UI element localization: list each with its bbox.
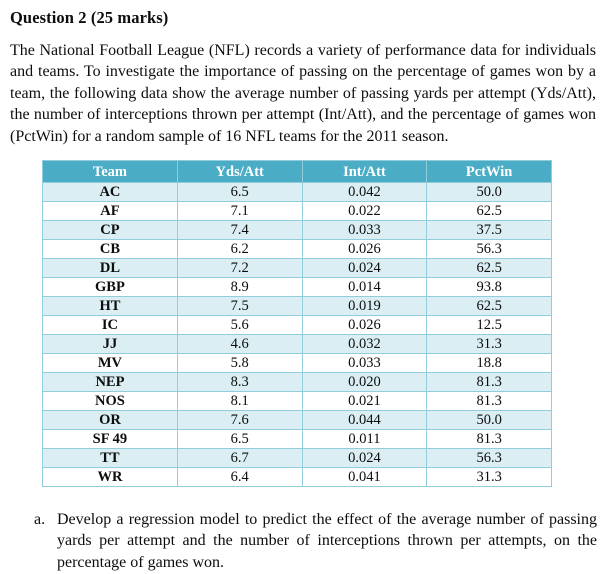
value-cell: 81.3 [426, 391, 552, 412]
value-cell: 93.8 [426, 277, 552, 298]
team-cell: CB [42, 239, 178, 260]
value-cell: 7.2 [176, 258, 303, 279]
value-cell: 0.011 [301, 429, 428, 450]
table-body: AC 6.5 0.042 50.0 AF 7.1 0.022 62.5 CP 7.4 0.033 37… [42, 182, 552, 488]
value-cell: 31.3 [426, 467, 552, 488]
value-cell: 0.033 [301, 220, 428, 241]
value-cell: 6.2 [176, 239, 303, 260]
table-row: JJ 4.6 0.032 31.3 [42, 334, 552, 355]
nfl-data-table: Team Yds/Att Int/Att PctWin AC 6.5 0.042 50.0 A… [42, 160, 552, 488]
value-cell: 6.4 [176, 467, 303, 488]
value-cell: 7.1 [176, 201, 303, 222]
value-cell: 56.3 [426, 448, 552, 469]
value-cell: 18.8 [426, 353, 552, 374]
intro-paragraph: The National Football League (NFL) recor… [10, 42, 596, 145]
team-cell: NOS [42, 391, 178, 412]
column-header: Team [42, 160, 178, 184]
table-row: CP 7.4 0.033 37.5 [42, 220, 552, 241]
team-cell: DL [42, 258, 178, 279]
value-cell: 37.5 [426, 220, 552, 241]
table-row: GBP 8.9 0.014 93.8 [42, 277, 552, 298]
table-row: TT 6.7 0.024 56.3 [42, 448, 552, 469]
table-row: IC 5.6 0.026 12.5 [42, 315, 552, 336]
table-header-row: Team Yds/Att Int/Att PctWin [42, 160, 552, 184]
table-row: HT 7.5 0.019 62.5 [42, 296, 552, 317]
value-cell: 7.5 [176, 296, 303, 317]
part-a: a. Develop a regression model to predict… [34, 509, 597, 573]
team-cell: NEP [42, 372, 178, 393]
table-header: Team Yds/Att Int/Att PctWin [42, 160, 552, 184]
team-cell: JJ [42, 334, 178, 355]
column-header: Int/Att [301, 160, 428, 184]
value-cell: 8.9 [176, 277, 303, 298]
value-cell: 50.0 [426, 410, 552, 431]
value-cell: 4.6 [176, 334, 303, 355]
team-cell: SF 49 [42, 429, 178, 450]
value-cell: 81.3 [426, 372, 552, 393]
table-row: NOS 8.1 0.021 81.3 [42, 391, 552, 412]
table-row: AC 6.5 0.042 50.0 [42, 182, 552, 203]
value-cell: 7.6 [176, 410, 303, 431]
value-cell: 0.042 [301, 182, 428, 203]
team-cell: TT [42, 448, 178, 469]
value-cell: 6.5 [176, 429, 303, 450]
part-a-text: Develop a regression model to predict th… [57, 511, 597, 571]
team-cell: WR [42, 467, 178, 488]
table-row: DL 7.2 0.024 62.5 [42, 258, 552, 279]
team-cell: CP [42, 220, 178, 241]
value-cell: 62.5 [426, 296, 552, 317]
value-cell: 8.3 [176, 372, 303, 393]
table-row: MV 5.8 0.033 18.8 [42, 353, 552, 374]
value-cell: 0.026 [301, 239, 428, 260]
team-cell: AF [42, 201, 178, 222]
column-header: Yds/Att [176, 160, 303, 184]
team-cell: OR [42, 410, 178, 431]
value-cell: 62.5 [426, 201, 552, 222]
value-cell: 12.5 [426, 315, 552, 336]
value-cell: 0.044 [301, 410, 428, 431]
team-cell: AC [42, 182, 178, 203]
value-cell: 8.1 [176, 391, 303, 412]
value-cell: 5.6 [176, 315, 303, 336]
question-heading: Question 2 (25 marks) [10, 8, 169, 27]
team-cell: MV [42, 353, 178, 374]
table-row: WR 6.4 0.041 31.3 [42, 467, 552, 488]
value-cell: 50.0 [426, 182, 552, 203]
column-header: PctWin [426, 160, 552, 184]
value-cell: 31.3 [426, 334, 552, 355]
value-cell: 0.032 [301, 334, 428, 355]
value-cell: 6.5 [176, 182, 303, 203]
value-cell: 0.033 [301, 353, 428, 374]
team-cell: HT [42, 296, 178, 317]
value-cell: 0.026 [301, 315, 428, 336]
value-cell: 62.5 [426, 258, 552, 279]
team-cell: GBP [42, 277, 178, 298]
table-row: SF 49 6.5 0.011 81.3 [42, 429, 552, 450]
table-row: NEP 8.3 0.020 81.3 [42, 372, 552, 393]
part-a-label: a. [34, 511, 46, 529]
value-cell: 6.7 [176, 448, 303, 469]
value-cell: 0.014 [301, 277, 428, 298]
value-cell: 0.041 [301, 467, 428, 488]
value-cell: 0.020 [301, 372, 428, 393]
value-cell: 0.024 [301, 258, 428, 279]
value-cell: 0.022 [301, 201, 428, 222]
table-row: AF 7.1 0.022 62.5 [42, 201, 552, 222]
value-cell: 0.019 [301, 296, 428, 317]
value-cell: 81.3 [426, 429, 552, 450]
value-cell: 7.4 [176, 220, 303, 241]
value-cell: 0.024 [301, 448, 428, 469]
value-cell: 56.3 [426, 239, 552, 260]
team-cell: IC [42, 315, 178, 336]
table-row: OR 7.6 0.044 50.0 [42, 410, 552, 431]
table-row: CB 6.2 0.026 56.3 [42, 239, 552, 260]
value-cell: 5.8 [176, 353, 303, 374]
value-cell: 0.021 [301, 391, 428, 412]
